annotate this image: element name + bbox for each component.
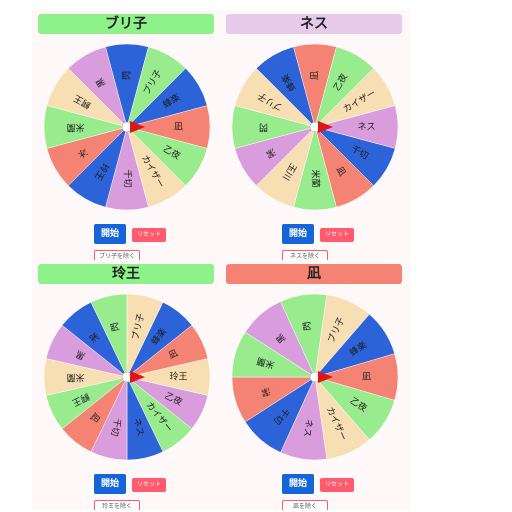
roulette-wheel[interactable]: 玲王 乙夜 カイザー ネス 千切凪鰐王 米蘭黒潔閃ブリ子 蜂楽凪 xyxy=(42,292,212,462)
wheel-segment-label: ネス xyxy=(131,417,146,437)
roulette-wheel[interactable]: 凪乙夜 カイザー ネス 千切潔米蘭黒閃ブリ子 蜂楽 xyxy=(230,292,400,462)
exclude-button[interactable]: ブリ子を除く xyxy=(94,250,140,260)
roulette-panel-2: ネス ネス 千切凪米蘭 玉川潔閃ブリ子 蜂楽凪乙夜 カイザー 開始 リセット ネスを除く xyxy=(220,10,410,260)
start-button[interactable]: 開始 xyxy=(94,474,126,494)
wheel-segment-label: ネス xyxy=(301,418,314,437)
exclude-button[interactable]: 凪を除く xyxy=(282,500,328,510)
wheel-segment-label: 凪 xyxy=(174,122,183,133)
wheel-segment xyxy=(126,67,208,128)
wheel-segment-label: ネス xyxy=(357,122,375,133)
wheel-segment-label: 凪 xyxy=(167,348,180,362)
wheel-segment-label: 黒 xyxy=(74,348,87,362)
start-button[interactable]: 開始 xyxy=(94,224,126,244)
roulette-wheel[interactable]: ネス 千切凪米蘭 玉川潔閃ブリ子 蜂楽凪乙夜 カイザー xyxy=(230,42,400,212)
wheel-segment-label: 米蘭 xyxy=(310,169,322,187)
wheel-segment-label: 潔 xyxy=(260,385,272,398)
wheel-segment-label: 米蘭 xyxy=(67,122,85,134)
wheel-segment-label: 千切 xyxy=(108,417,123,437)
pointer-icon xyxy=(130,121,145,133)
reset-button[interactable]: リセット xyxy=(132,478,166,492)
wheel-segment-label: 凪 xyxy=(362,372,371,383)
pointer-icon xyxy=(318,371,333,383)
reset-button[interactable]: リセット xyxy=(132,228,166,242)
panel-title: 凪 xyxy=(226,264,402,284)
panel-title: ブリ子 xyxy=(38,14,214,34)
pointer-icon xyxy=(130,371,145,383)
wheel-segment-label: 閃 xyxy=(259,122,268,133)
wheel-segment-label: 凪 xyxy=(310,71,321,80)
exclude-button[interactable]: ネスを除く xyxy=(282,250,328,260)
wheel-segment-label: 千切 xyxy=(122,169,133,187)
start-button[interactable]: 開始 xyxy=(282,224,314,244)
wheel-segment-label: 閃 xyxy=(109,321,122,332)
wheel-segment xyxy=(126,324,209,378)
wheel-segment-label: 玲王 xyxy=(169,371,187,383)
roulette-panel-3: 玲王 玲王 乙夜 カイザー ネス 千切凪鰐王 米蘭黒潔閃ブリ子 蜂楽凪 開始 リセット 玲王… xyxy=(32,260,222,510)
wheel-segment-label: 閃 xyxy=(122,71,133,80)
reset-button[interactable]: リセット xyxy=(320,478,354,492)
roulette-wheel[interactable]: 凪乙夜 カイザー 千切 玲王冰米蘭 鰐王黒閃ブリ子 蜂楽 xyxy=(42,42,212,212)
roulette-panel-4: 凪 凪乙夜 カイザー ネス 千切潔米蘭黒閃ブリ子 蜂楽 開始 リセット 凪を除く xyxy=(220,260,410,510)
wheel-segment xyxy=(314,313,395,378)
reset-button[interactable]: リセット xyxy=(320,228,354,242)
exclude-button[interactable]: 玲王を除く xyxy=(94,500,140,510)
start-button[interactable]: 開始 xyxy=(282,474,314,494)
pointer-icon xyxy=(318,121,333,133)
roulette-panel-1: ブリ子 凪乙夜 カイザー 千切 玲王冰米蘭 鰐王黒閃ブリ子 蜂楽 開始 リセット ブリ子を… xyxy=(32,10,222,260)
panel-title: 玲王 xyxy=(38,264,214,284)
wheel-segment xyxy=(314,67,396,128)
wheel-segment-label: 米蘭 xyxy=(67,372,85,384)
panel-title: ネス xyxy=(226,14,402,34)
wheel-segment-label: 閃 xyxy=(302,321,314,331)
